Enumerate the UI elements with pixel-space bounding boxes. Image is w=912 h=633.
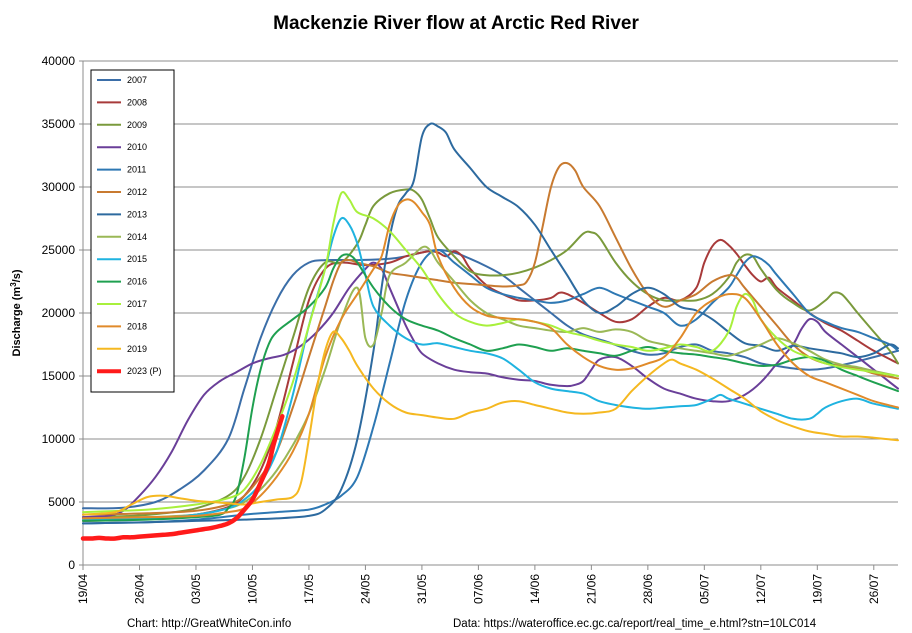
- legend-label: 2013: [127, 209, 147, 219]
- series-line-2016: [82, 253, 899, 522]
- y-tick-label: 10000: [42, 432, 76, 446]
- x-tick-label: 26/04: [132, 574, 146, 604]
- x-tick-label: 28/06: [641, 574, 655, 604]
- y-tick-label: 5000: [48, 495, 75, 509]
- legend-label: 2017: [127, 299, 147, 309]
- legend-label: 2014: [127, 232, 147, 242]
- series-line-2011: [82, 249, 899, 525]
- x-tick-labels: 19/04 26/04 03/05 10/05 17/05 24/05 31/05 07/06…: [76, 574, 881, 604]
- x-tick-label: 05/07: [697, 574, 711, 604]
- series-line-2013: [82, 122, 899, 525]
- credit-right: Data: https://wateroffice.ec.gc.ca/repor…: [453, 618, 817, 630]
- x-tick-label: 21/06: [584, 574, 598, 604]
- y-tick-label: 15000: [42, 369, 76, 383]
- legend-label: 2008: [127, 97, 147, 107]
- x-tick-label: 03/05: [189, 574, 203, 604]
- series-line-2018: [82, 198, 899, 520]
- y-tick-label: 20000: [42, 306, 76, 320]
- series-line-2007: [82, 249, 899, 510]
- legend-label: 2009: [127, 120, 147, 130]
- legend-label: 2016: [127, 277, 147, 287]
- series-line-2010: [82, 261, 899, 519]
- y-tick-label: 0: [68, 558, 75, 572]
- legend-label: 2015: [127, 254, 147, 264]
- x-tick-label: 10/05: [245, 574, 259, 604]
- legend-label: 2023 (P): [127, 366, 162, 376]
- legend: 2007 2008 2009 2010 2011 2012 2013 2014 2015 2016…: [90, 69, 175, 393]
- x-tick-label: 26/07: [867, 574, 881, 604]
- series-line-2008: [82, 238, 899, 522]
- x-tick-label: 19/07: [810, 574, 824, 604]
- series-lines: [80, 122, 899, 541]
- y-axis-label: Discharge (m3/s): [9, 269, 24, 356]
- credit-left: Chart: http://GreatWhiteCon.info: [127, 618, 291, 630]
- legend-label: 2010: [127, 142, 147, 152]
- y-tick-label: 30000: [42, 180, 76, 194]
- legend-box: [90, 69, 175, 393]
- y-tick-label: 25000: [42, 243, 76, 257]
- x-tick-label: 24/05: [358, 574, 372, 604]
- y-tick-label: 40000: [42, 54, 76, 68]
- legend-label: 2019: [127, 344, 147, 354]
- x-tick-label: 19/04: [76, 574, 90, 604]
- x-tick-label: 31/05: [415, 574, 429, 604]
- x-tick-label: 17/05: [302, 574, 316, 604]
- legend-label: 2011: [127, 165, 146, 175]
- series-line-2012: [82, 161, 899, 516]
- series-line-2019: [82, 330, 899, 516]
- y-tick-labels: 0 5000 10000 15000 20000 25000 30000 35000 40000: [42, 54, 76, 572]
- x-tick-label: 07/06: [471, 574, 485, 604]
- series-line-2023-p: [80, 414, 285, 541]
- x-tick-label: 14/06: [528, 574, 542, 604]
- legend-label: 2007: [127, 75, 147, 85]
- series-line-2009: [82, 188, 899, 519]
- legend-label: 2012: [127, 187, 147, 197]
- legend-label: 2018: [127, 321, 147, 331]
- x-tick-label: 12/07: [754, 574, 768, 604]
- axes: [79, 60, 898, 570]
- y-tick-label: 35000: [42, 117, 76, 131]
- chart-title: Mackenzie River flow at Arctic Red River: [273, 13, 639, 34]
